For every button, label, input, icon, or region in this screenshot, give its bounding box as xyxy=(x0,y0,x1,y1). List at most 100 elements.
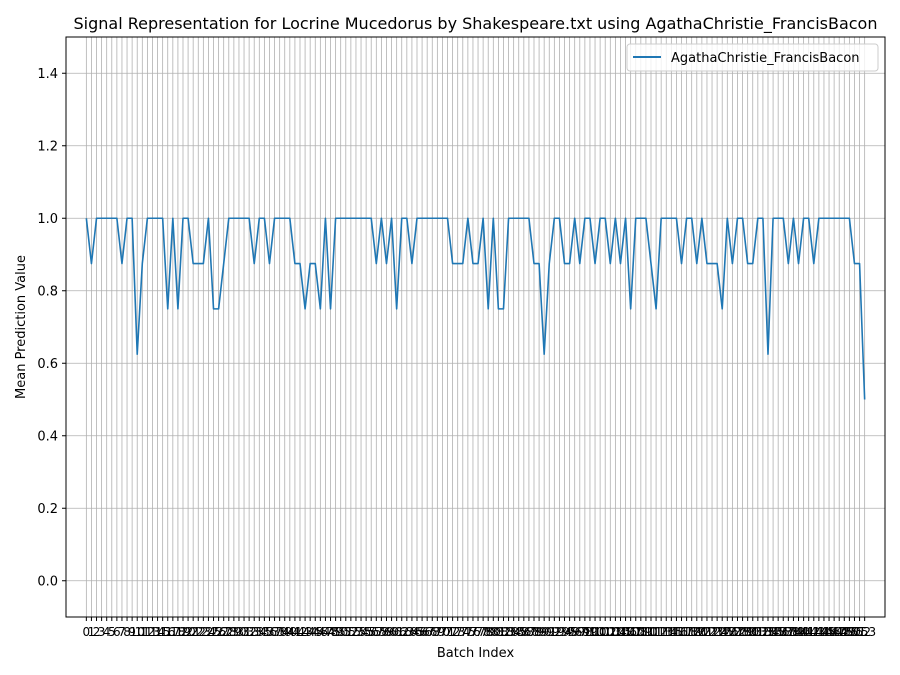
x-tick-label: 29 xyxy=(226,625,241,639)
x-tick-label: 34 xyxy=(252,625,267,639)
x-tick-label: 47 xyxy=(318,625,333,639)
legend-box xyxy=(626,43,879,72)
x-tick-label: 41 xyxy=(287,625,302,639)
x-tick-label: 138 xyxy=(777,625,800,639)
x-tick-label: 10 xyxy=(130,625,145,639)
x-tick-label: 143 xyxy=(802,625,825,639)
x-tick-label: 106 xyxy=(614,625,637,639)
x-tick-label: 72 xyxy=(445,625,460,639)
x-tick-label: 109 xyxy=(629,625,652,639)
x-tick-label: 60 xyxy=(384,625,399,639)
x-tick-label: 112 xyxy=(645,625,668,639)
y-tick-label: 0.8 xyxy=(37,284,58,299)
x-tick-label: 18 xyxy=(170,625,185,639)
x-tick-label: 48 xyxy=(323,625,338,639)
x-tick-label: 91 xyxy=(542,625,557,639)
legend-label: AgathaChristie_FrancisBacon xyxy=(671,51,860,66)
x-tick-label: 7 xyxy=(118,625,126,639)
x-tick-label: 142 xyxy=(797,625,820,639)
x-tick-label: 51 xyxy=(338,625,353,639)
x-tick-label: 43 xyxy=(297,625,312,639)
x-tick-label: 62 xyxy=(394,625,409,639)
x-tick-label: 127 xyxy=(721,625,744,639)
x-tick-label: 67 xyxy=(420,625,435,639)
x-tick-label: 119 xyxy=(680,625,703,639)
x-tick-label: 146 xyxy=(818,625,841,639)
x-tick-label: 89 xyxy=(531,625,546,639)
x-tick-label: 37 xyxy=(267,625,282,639)
x-tick-label: 70 xyxy=(435,625,450,639)
x-tick-label: 16 xyxy=(160,625,175,639)
plot-area-frame xyxy=(65,36,886,618)
x-tick-label: 133 xyxy=(751,625,774,639)
x-tick-label: 56 xyxy=(364,625,379,639)
x-tick-label: 69 xyxy=(430,625,445,639)
x-tick-label: 75 xyxy=(460,625,475,639)
x-tick-label: 58 xyxy=(374,625,389,639)
x-tick-label: 52 xyxy=(343,625,358,639)
x-tick-label: 71 xyxy=(440,625,455,639)
x-tick-label: 121 xyxy=(690,625,713,639)
x-tick-label: 13 xyxy=(145,625,160,639)
x-tick-label: 149 xyxy=(833,625,856,639)
x-tick-label: 77 xyxy=(470,625,485,639)
x-tick-label: 74 xyxy=(455,625,470,639)
x-tick-label: 100 xyxy=(584,625,607,639)
y-gridlines xyxy=(66,72,885,582)
x-tick-label: 131 xyxy=(741,625,764,639)
x-tick-label: 81 xyxy=(491,625,506,639)
x-tick-label: 107 xyxy=(619,625,642,639)
x-tick-label: 153 xyxy=(853,625,876,639)
x-tick-label: 97 xyxy=(572,625,587,639)
x-tick-label: 111 xyxy=(640,625,663,639)
x-tick-label: 17 xyxy=(165,625,180,639)
x-tick-label: 87 xyxy=(521,625,536,639)
x-tick-label: 3 xyxy=(98,625,106,639)
x-tick-label: 132 xyxy=(746,625,769,639)
x-tick-label: 151 xyxy=(843,625,866,639)
x-gridlines xyxy=(85,37,866,617)
x-tick-label: 130 xyxy=(736,625,759,639)
x-tick-label: 83 xyxy=(501,625,516,639)
y-tick-label: 0.4 xyxy=(37,429,58,444)
x-tick-label: 85 xyxy=(511,625,526,639)
x-tick-label: 68 xyxy=(425,625,440,639)
x-tick-label: 38 xyxy=(272,625,287,639)
x-tick-label: 125 xyxy=(711,625,734,639)
x-tick-label: 94 xyxy=(557,625,572,639)
x-tick-label: 82 xyxy=(496,625,511,639)
x-tick-label: 9 xyxy=(128,625,136,639)
x-tick-label: 99 xyxy=(582,625,597,639)
x-tick-label: 129 xyxy=(731,625,754,639)
x-tick-label: 95 xyxy=(562,625,577,639)
x-tick-label: 126 xyxy=(716,625,739,639)
x-tick-label: 102 xyxy=(594,625,617,639)
x-tick-label: 59 xyxy=(379,625,394,639)
x-tick-label: 141 xyxy=(792,625,815,639)
x-tick-label: 86 xyxy=(516,625,531,639)
y-tick-label: 1.2 xyxy=(37,139,58,154)
x-tick-label: 42 xyxy=(292,625,307,639)
x-tick-label: 104 xyxy=(604,625,627,639)
x-tick-label: 110 xyxy=(634,625,657,639)
x-tick-label: 116 xyxy=(665,625,688,639)
x-tick-label: 0 xyxy=(83,625,91,639)
x-tick-label: 148 xyxy=(828,625,851,639)
x-tick-label: 22 xyxy=(191,625,206,639)
x-tick-label: 5 xyxy=(108,625,116,639)
x-tick-label: 137 xyxy=(772,625,795,639)
x-tick-label: 84 xyxy=(506,625,521,639)
x-tick-label: 150 xyxy=(838,625,861,639)
x-tick-label: 78 xyxy=(475,625,490,639)
x-tick-label: 36 xyxy=(262,625,277,639)
x-tick-label: 124 xyxy=(706,625,729,639)
x-tick-label: 115 xyxy=(660,625,683,639)
x-tick-label: 118 xyxy=(675,625,698,639)
x-tick-label: 135 xyxy=(762,625,785,639)
x-tick-label: 1 xyxy=(88,625,96,639)
x-tick-label: 45 xyxy=(308,625,323,639)
x-tick-label: 139 xyxy=(782,625,805,639)
x-tick-label: 6 xyxy=(113,625,121,639)
x-tick-label: 140 xyxy=(787,625,810,639)
